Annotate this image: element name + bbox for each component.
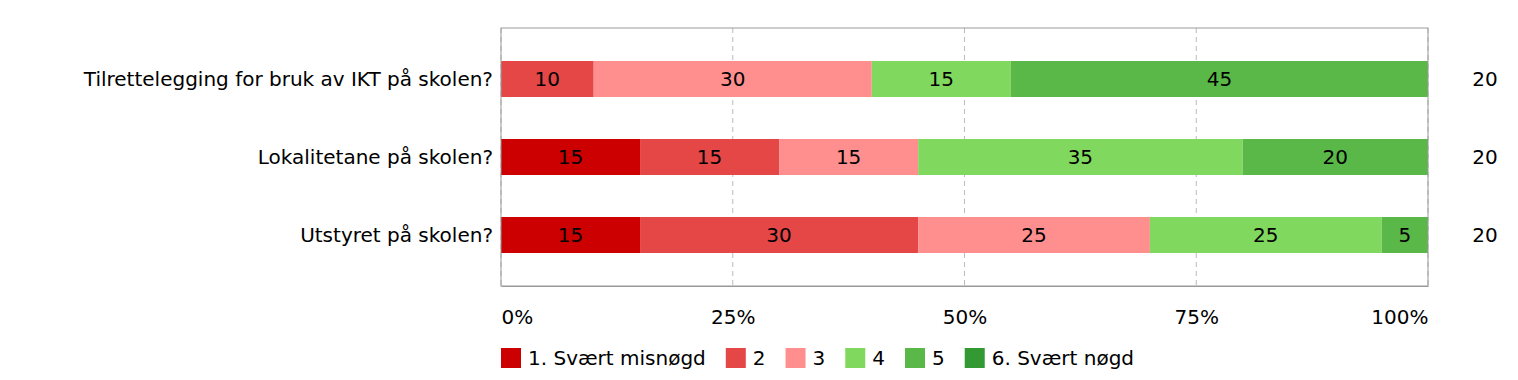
tick: 75% [1175,286,1219,329]
legend-label: 3 [813,346,826,370]
legend-swatch [786,348,806,368]
legend-item: 3 [786,346,826,370]
tick-label: 50% [943,305,987,329]
legend-item: 4 [845,346,885,370]
data-label: 15 [929,67,954,91]
tick-label: 0% [502,305,534,329]
category-label: Tilrettelegging for bruk av IKT på skole… [83,67,493,91]
tick-label: 100% [1371,305,1428,329]
data-label: 35 [1068,145,1093,169]
legend-item: 5 [905,346,945,370]
data-label: 45 [1207,67,1232,91]
total-label: 20 [1472,223,1497,247]
legend-swatch [726,348,746,368]
bar-segment [1011,61,1428,97]
tick-label: 25% [711,305,755,329]
chart: 1515101530301525153525452050%25%50%75%10… [0,0,1518,380]
data-label: 25 [1253,223,1278,247]
bar-segment [501,217,640,253]
data-labels: 15 15 10 15 30 30 15 25 15 35 25 45 20 5 [535,67,1412,247]
bar-segment [594,61,872,97]
legend-label: 5 [932,346,945,370]
bar-segment [501,61,594,97]
bar-segment [779,139,918,175]
bar-segment [1382,217,1428,253]
x-axis: 0% 25% 50% 75% 100% [502,286,1429,329]
data-label: 15 [558,145,583,169]
legend-swatch [905,348,925,368]
legend-swatch [965,348,985,368]
category-label: Lokalitetane på skolen? [258,145,493,169]
legend-item: 1. Svært misnøgd [501,346,706,370]
grid [501,28,1428,286]
data-label: 5 [1398,223,1411,247]
data-label: 15 [558,223,583,247]
totals: 20 20 20 [1472,67,1497,247]
data-label: 15 [697,145,722,169]
bar-segment [918,139,1242,175]
data-label: 30 [720,67,745,91]
legend-label: 1. Svært misnøgd [528,346,706,370]
legend-item: 2 [726,346,766,370]
bar-segment [1150,217,1382,253]
data-label: 30 [766,223,791,247]
legend-label: 4 [872,346,885,370]
data-label: 20 [1323,145,1348,169]
data-label: 25 [1021,223,1046,247]
tick: 100% [1371,286,1428,329]
bar-segment [501,139,640,175]
bar-segment [872,61,1011,97]
legend-swatch [845,348,865,368]
bar-segment [640,139,779,175]
data-label: 15 [836,145,861,169]
tick: 50% [943,286,987,329]
legend: 1. Svært misnøgd 2 3 4 5 6. Svært nøgd [501,346,1134,370]
legend-label: 6. Svært nøgd [992,346,1134,370]
bar-segment [1243,139,1428,175]
total-label: 20 [1472,145,1497,169]
legend-label: 2 [753,346,766,370]
axis-line [502,286,1429,287]
legend-swatch [501,348,521,368]
bars [501,61,1428,253]
tick: 25% [711,286,755,329]
legend-item: 6. Svært nøgd [965,346,1134,370]
category-label: Utstyret på skolen? [300,223,493,247]
tick-label: 75% [1175,305,1219,329]
bar-segment [640,217,918,253]
total-label: 20 [1472,67,1497,91]
y-axis: Tilrettelegging for bruk av IKT på skole… [83,67,493,247]
bar-segment [918,217,1150,253]
tick: 0% [502,286,534,329]
plot-frame [501,28,1428,286]
data-label: 10 [535,67,560,91]
